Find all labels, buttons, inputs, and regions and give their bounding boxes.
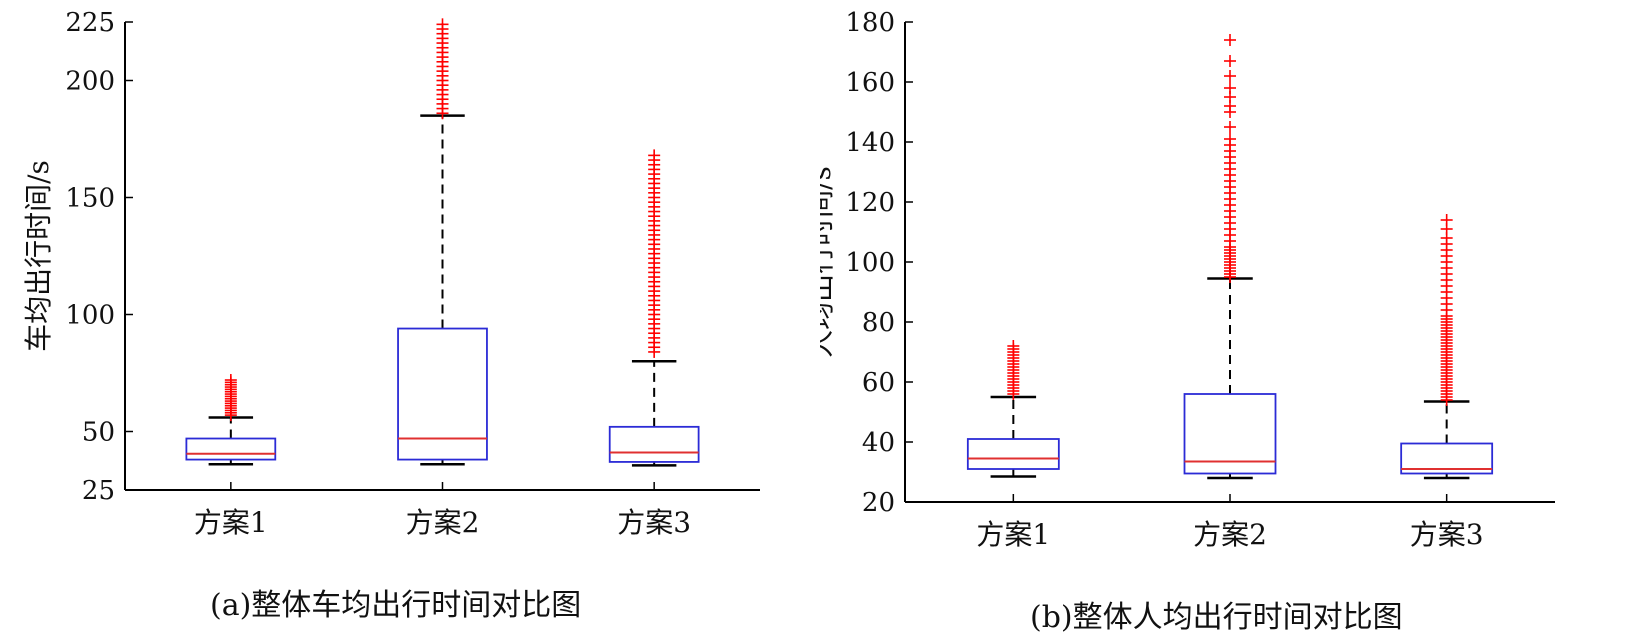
- x-tick-label: 方案3: [617, 506, 691, 539]
- outlier-point: [648, 149, 661, 162]
- y-tick-label: 200: [65, 67, 115, 97]
- outlier-point: [1440, 214, 1453, 226]
- chart-panel-b: 20 40 60 80 100 120 140 160 180 人均出行时间/s 方案1 方案2 方案3…: [820, 0, 1641, 635]
- y-tick-label: 20: [862, 488, 895, 518]
- y-tick-label: 160: [845, 68, 895, 98]
- y-tick-label: 150: [65, 184, 115, 214]
- chart-caption-b: (b)整体人均出行时间对比图: [1030, 600, 1403, 635]
- box-iqr: [966, 438, 1060, 470]
- y-tick-label: 50: [82, 418, 115, 448]
- boxplot-chart-a: 25 50 100 150 200 225 车均出行时间/s 方案1 方案2 方案3: [22, 8, 760, 539]
- outlier-point: [1224, 34, 1236, 46]
- y-tick-label: 80: [862, 308, 895, 338]
- x-tick-label: 方案3: [1410, 518, 1484, 551]
- chart-panel-a: 25 50 100 150 200 225 车均出行时间/s 方案1 方案2 方案3 (a)整体车…: [0, 0, 820, 627]
- y-tick-label: 60: [862, 368, 895, 398]
- outlier-point: [1224, 55, 1236, 67]
- box-iqr: [608, 425, 700, 463]
- boxplot-chart-b: 20 40 60 80 100 120 140 160 180 人均出行时间/s 方案1 方案2 方案3: [820, 8, 1555, 551]
- outlier-point: [1224, 82, 1236, 94]
- outlier-point: [1224, 121, 1236, 133]
- x-tick-label: 方案1: [976, 518, 1050, 551]
- box-iqr: [1183, 393, 1277, 475]
- chart-caption-a: (a)整体车均出行时间对比图: [210, 588, 582, 623]
- box-iqr: [1400, 442, 1494, 475]
- box-iqr: [397, 327, 488, 461]
- y-axis-label: 车均出行时间/s: [22, 160, 55, 352]
- y-tick-label: 100: [65, 301, 115, 331]
- y-tick-label: 120: [845, 188, 895, 218]
- box-iqr: [185, 437, 277, 461]
- y-tick-label: 40: [862, 428, 895, 458]
- y-tick-label: 140: [845, 128, 895, 158]
- y-tick-label: 225: [65, 8, 115, 38]
- x-tick-label: 方案1: [194, 506, 268, 539]
- y-tick-label: 25: [82, 476, 115, 506]
- outlier-point: [1224, 133, 1236, 145]
- y-tick-label: 100: [845, 248, 895, 278]
- y-axis-label: 人均出行时间/s: [820, 166, 837, 358]
- y-tick-label: 180: [845, 8, 895, 38]
- outlier-point: [436, 18, 449, 31]
- x-tick-label: 方案2: [406, 506, 480, 539]
- x-tick-label: 方案2: [1193, 518, 1267, 551]
- outlier-point: [224, 374, 237, 387]
- outlier-point: [1224, 70, 1236, 82]
- outlier-point: [1007, 340, 1020, 352]
